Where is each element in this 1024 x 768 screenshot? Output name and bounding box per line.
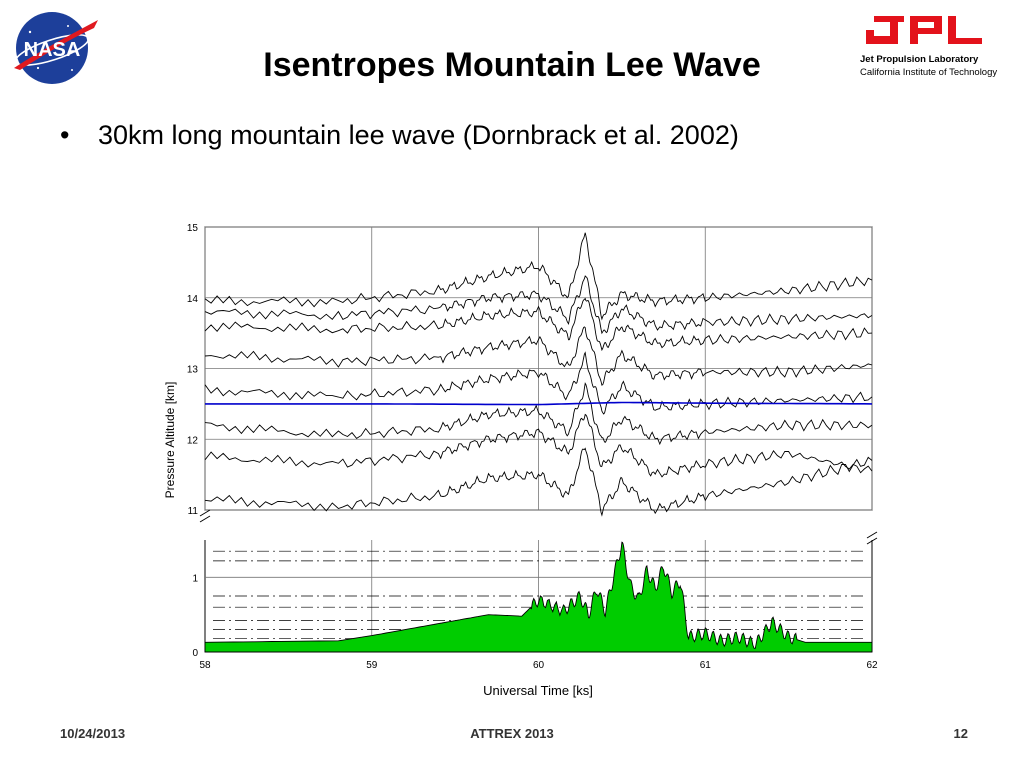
jpl-mark-icon <box>866 16 982 44</box>
jpl-institution: California Institute of Technology <box>860 67 998 78</box>
upper-panel-series <box>204 232 873 517</box>
isentrope-line <box>204 297 873 352</box>
slide-title: Isentropes Mountain Lee Wave <box>263 46 761 84</box>
isentrope-line <box>204 413 873 478</box>
lower-y-tick-label: 1 <box>192 573 198 584</box>
axis-break-left <box>199 509 211 523</box>
upper-y-tick-label: 15 <box>187 223 199 234</box>
lower-panel-series <box>204 541 873 653</box>
axis-ticks: 11 12 13 14 15 58 59 60 61 62 0 1 <box>187 223 878 671</box>
upper-panel-grid <box>204 226 873 511</box>
upper-y-tick-label: 12 <box>187 435 199 446</box>
isentrope-line <box>205 401 873 406</box>
x-tick-label: 60 <box>533 660 545 671</box>
jpl-logo: Jet Propulsion Laboratory California Ins… <box>860 14 1010 80</box>
x-tick-label: 58 <box>199 660 211 671</box>
isentrope-line <box>204 232 873 321</box>
isentrope-chart: 11 12 13 14 15 58 59 60 61 62 0 1 Universal Time [k… <box>163 223 878 698</box>
bullet-dot: • <box>60 120 70 150</box>
jpl-name: Jet Propulsion Laboratory <box>860 54 979 65</box>
ice-water-area <box>204 541 873 653</box>
axis-break-right <box>866 531 878 545</box>
upper-y-tick-label: 13 <box>187 365 199 376</box>
isentrope-line <box>204 382 873 446</box>
nasa-logo-text: NASA <box>24 39 81 61</box>
x-tick-label: 62 <box>866 660 878 671</box>
lower-y-tick-label: 0 <box>192 648 198 659</box>
upper-y-tick-label: 14 <box>187 294 199 305</box>
x-axis-label: Universal Time [ks] <box>483 683 593 698</box>
isentrope-line <box>204 326 873 386</box>
nasa-meatball-icon: NASA <box>14 12 98 84</box>
nasa-logo: NASA <box>8 6 100 86</box>
x-tick-label: 61 <box>700 660 712 671</box>
upper-y-tick-label: 11 <box>188 506 199 517</box>
footer-event: ATTREX 2013 <box>470 726 554 741</box>
bullet-text: 30km long mountain lee wave (Dornbrack e… <box>98 120 739 150</box>
x-tick-label: 59 <box>366 660 378 671</box>
footer-date: 10/24/2013 <box>60 726 126 741</box>
isentrope-line <box>204 275 873 335</box>
isentrope-line <box>204 447 873 517</box>
bullet-item: • 30km long mountain lee wave (Dornbrack … <box>60 120 739 151</box>
page-number: 12 <box>953 726 968 741</box>
y-axis-label: Pressure Altitude [km] <box>163 382 177 499</box>
